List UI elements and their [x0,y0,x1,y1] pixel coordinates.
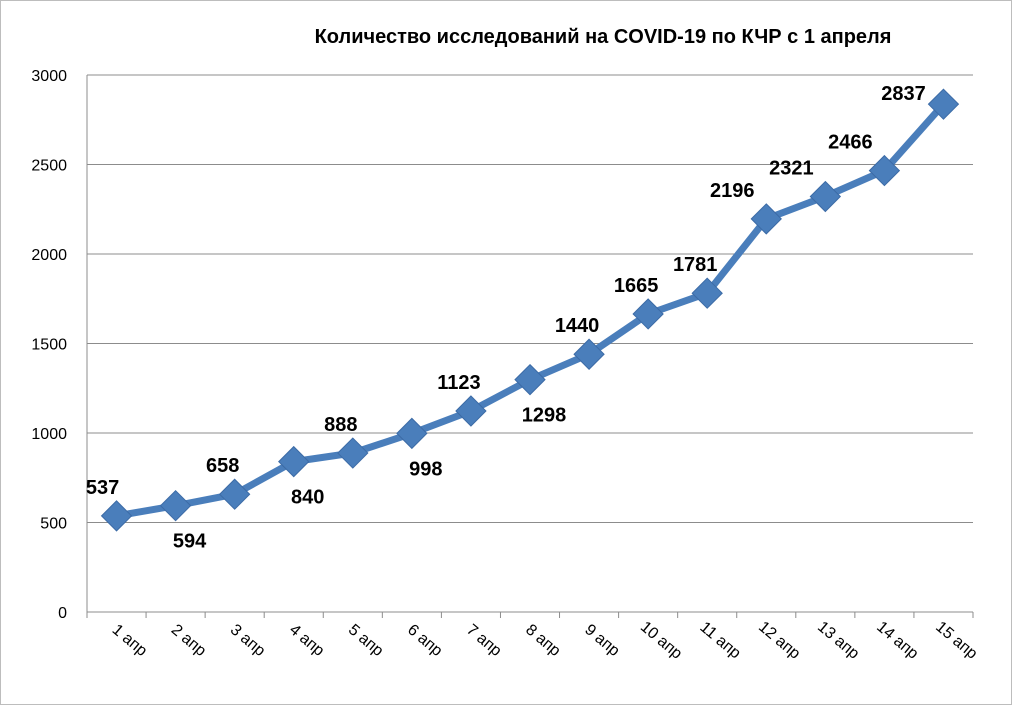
data-label: 1123 [437,372,480,394]
x-tick-label: 14 апр [873,618,921,662]
data-point-marker [455,395,487,427]
data-label: 2321 [769,158,814,180]
x-tick-label: 4 апр [286,621,327,660]
series-markers [100,88,960,532]
data-point-marker [809,180,842,213]
data-label: 658 [206,455,239,477]
x-tick-label: 10 апр [637,618,685,662]
x-tick-label: 7 апр [463,621,504,660]
x-tick-label: 6 апр [404,621,445,660]
data-label: 537 [86,477,119,499]
x-tick-label: 15 апр [932,618,980,662]
data-point-marker [396,417,428,450]
x-tick-label: 1 апр [109,621,150,660]
data-point-marker [573,338,605,370]
data-point-marker [159,489,192,522]
data-point-marker [750,203,782,235]
axes [86,75,974,618]
data-label: 2196 [710,180,755,202]
data-point-marker [514,363,546,396]
data-label: 2837 [881,83,926,105]
x-tick-label: 3 апр [227,621,268,660]
y-tick-label: 3000 [31,68,67,85]
data-point-marker [337,437,369,469]
data-label: 888 [324,414,357,436]
data-point-marker [927,88,960,120]
y-tick-label: 0 [58,605,67,622]
data-label: 1781 [673,254,718,276]
chart-title: Количество исследований на COVID-19 по К… [315,26,892,48]
data-label: 840 [291,487,324,509]
series-line [115,101,947,520]
data-label: 1440 [555,315,600,337]
data-label: 1665 [614,275,659,297]
y-tick-label: 500 [40,516,67,533]
x-tick-label: 2 апр [168,621,209,660]
x-tick-label: 8 апр [522,621,563,660]
data-labels: 537 594 658 840 888 998 1123 1298 1440 1665 1781 21… [86,83,926,552]
y-tick-label: 1000 [31,426,67,443]
y-axis-tick-labels: 0 500 1000 1500 2000 2500 3000 [31,68,67,622]
data-point-marker [632,298,664,330]
data-label: 594 [173,531,207,553]
data-label: 998 [409,458,442,480]
x-tick-label: 13 апр [814,618,862,662]
data-label: 1298 [522,405,567,427]
data-point-marker [691,277,723,309]
x-tick-label: 12 апр [755,618,803,662]
data-point-marker [218,478,251,510]
y-tick-label: 2000 [31,247,67,264]
data-point-marker [278,445,310,478]
y-tick-label: 2500 [31,158,67,175]
gridlines [87,74,973,523]
data-label: 2466 [828,132,873,154]
data-point-marker [100,500,133,532]
x-tick-label: 9 апр [581,621,622,660]
data-point-marker [868,154,901,187]
x-axis-tick-labels: 1 апр 2 апр 3 апр 4 апр 5 апр 6 апр 7 апр 8 апр… [109,618,981,662]
x-tick-label: 11 апр [696,619,743,663]
x-tick-label: 5 апр [345,621,386,660]
series-line-path [115,101,947,520]
y-tick-label: 1500 [31,337,67,354]
